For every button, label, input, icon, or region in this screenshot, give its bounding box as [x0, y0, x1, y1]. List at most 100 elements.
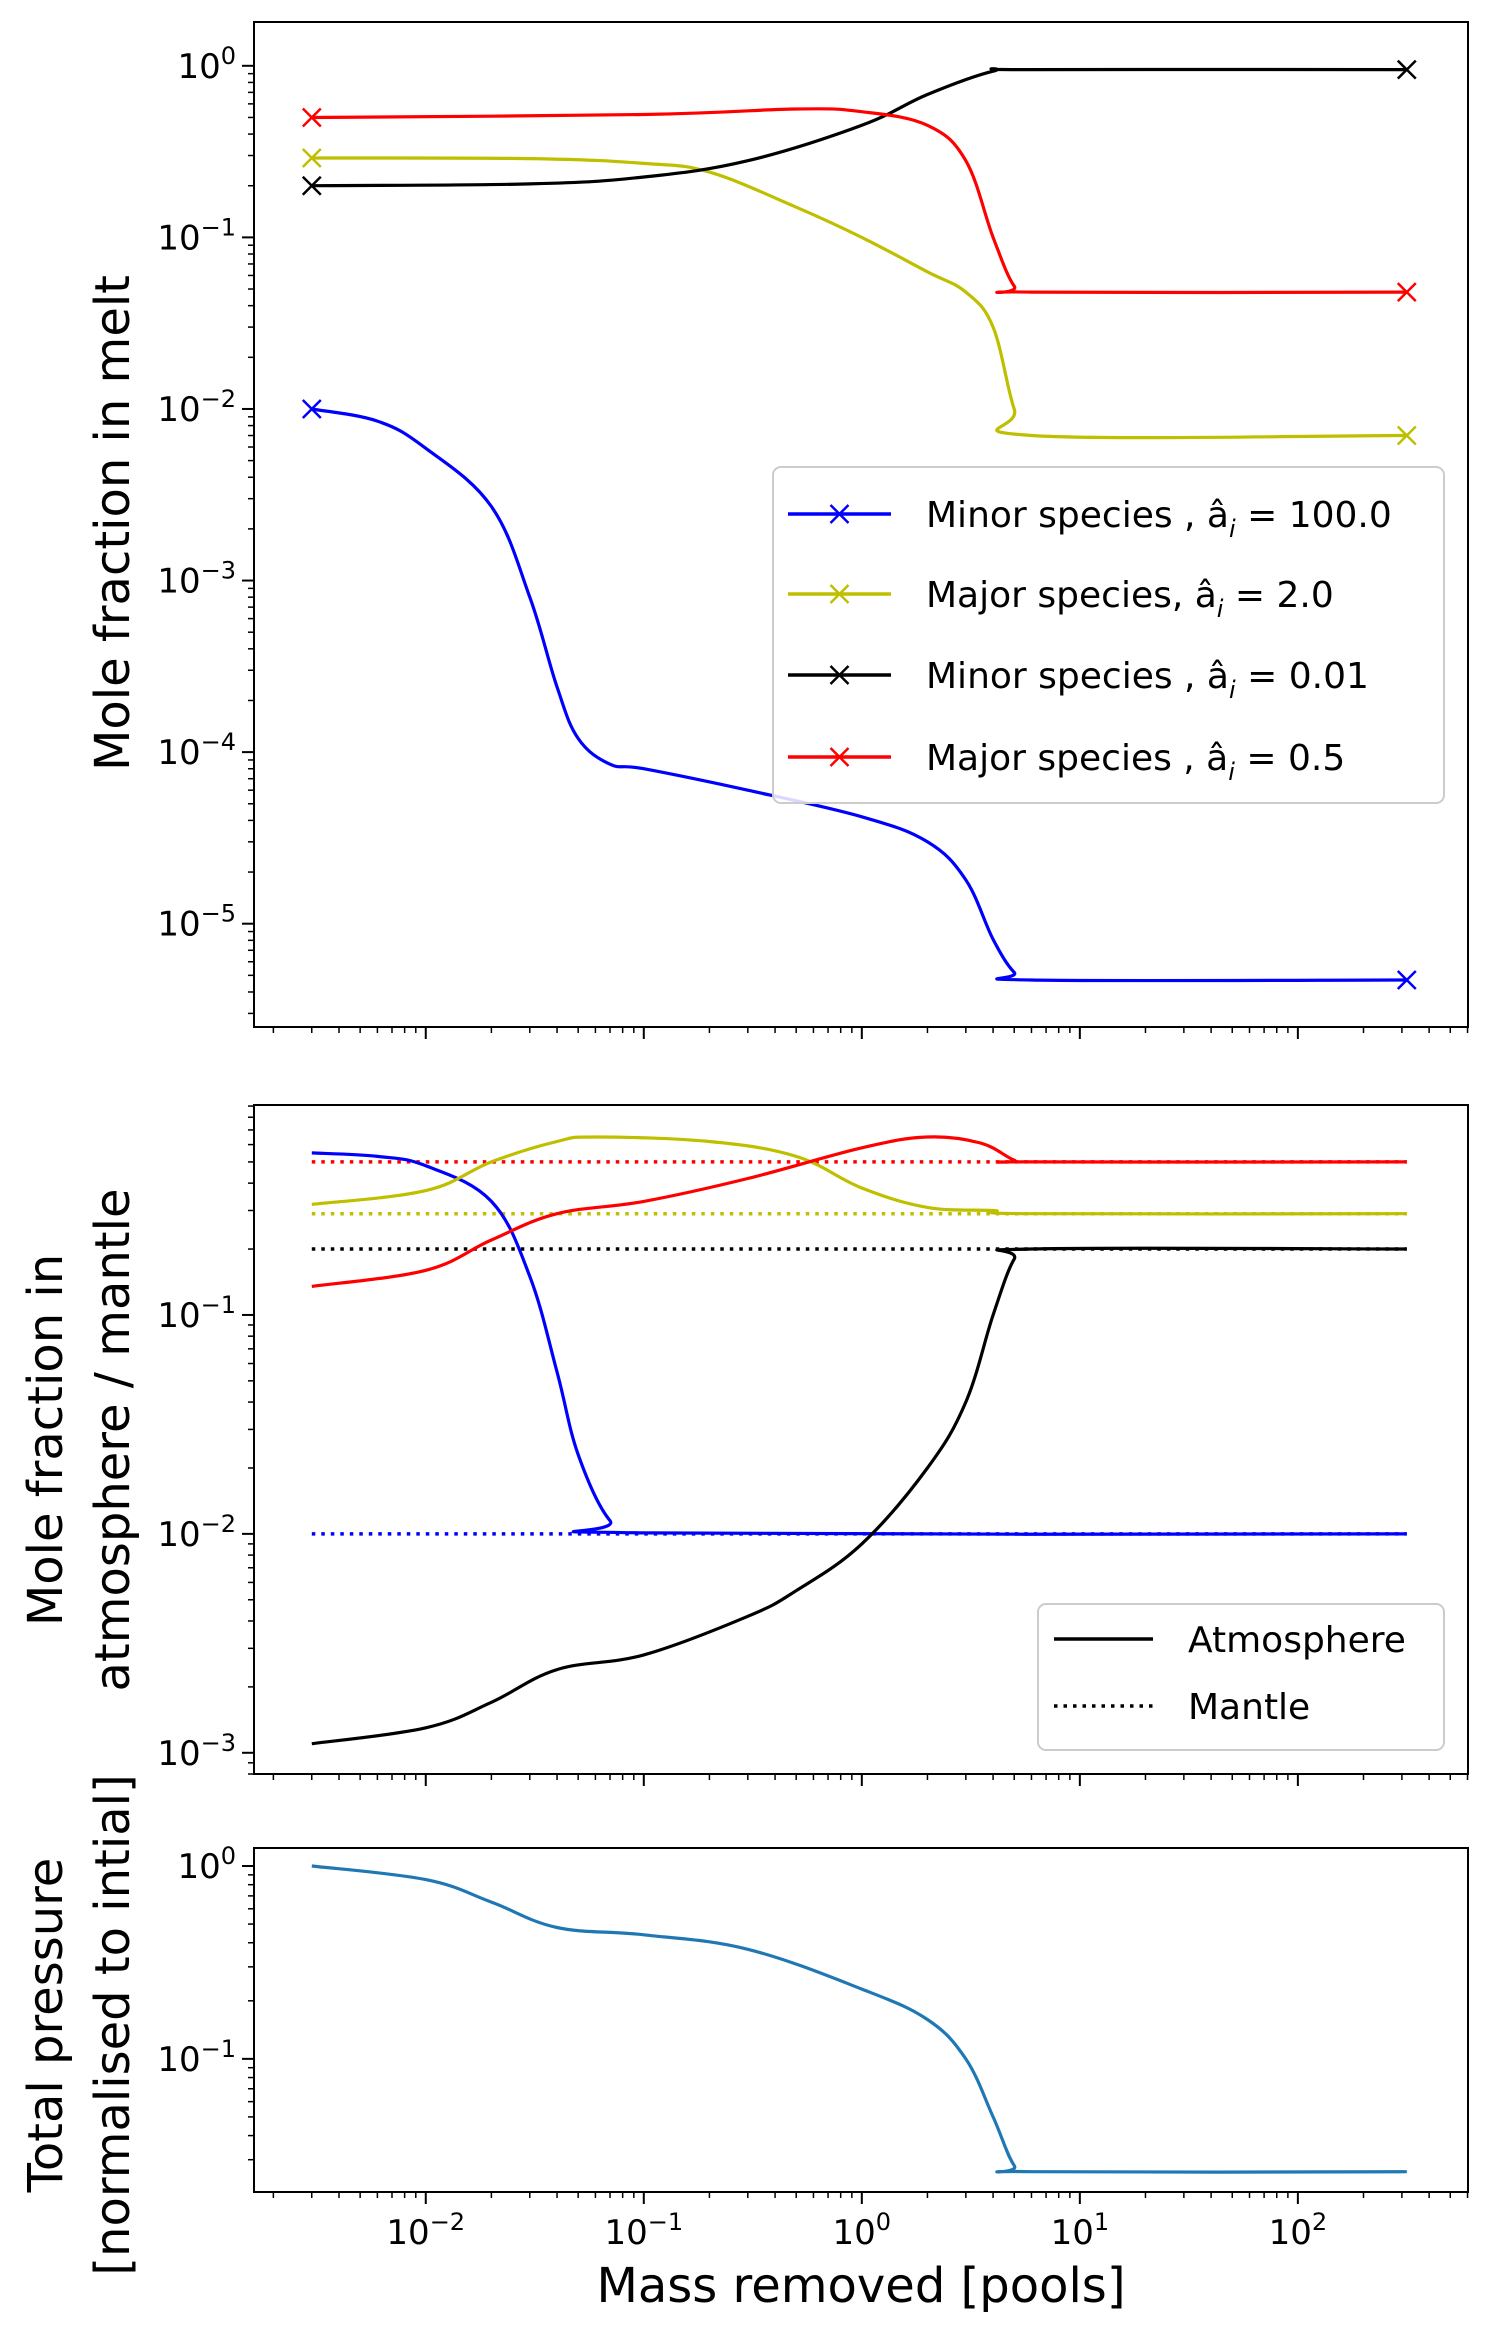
y-tick-label: 10−1 [157, 1291, 236, 1336]
y-tick-label: 10−4 [157, 728, 236, 773]
y-tick-label: 100 [177, 1842, 236, 1887]
y-tick-base: 10 [157, 1515, 200, 1555]
legend-label: Mantle [1188, 1687, 1310, 1728]
series-group [301, 59, 1417, 990]
y-tick-base: 10 [157, 1734, 200, 1774]
legend-label-subscript: i [1228, 758, 1235, 786]
x-tick-exponent: −1 [648, 2208, 683, 2236]
x-tick-label: 102 [1269, 2208, 1328, 2253]
y-tick-base: 10 [157, 390, 200, 430]
y-tick-label: 10−3 [157, 1729, 236, 1774]
legend-entry: Atmosphere [1054, 1620, 1406, 1661]
y-tick-label: 10−2 [157, 385, 236, 430]
y-tick-exponent: −1 [201, 2035, 236, 2063]
series-group [311, 1864, 1407, 2174]
y-tick-base: 10 [177, 47, 220, 87]
legend-marker [829, 504, 850, 524]
y-tick-exponent: 0 [221, 1842, 236, 1870]
x-tick-base: 10 [604, 2213, 647, 2253]
x-tick-label: 100 [833, 2208, 892, 2253]
y-tick-exponent: −2 [201, 1510, 236, 1538]
data-point-marker-0-0 [301, 399, 322, 419]
series-line-2 [311, 67, 1407, 188]
series-line-0 [311, 407, 1407, 983]
legend-label-text: Major species, â [926, 575, 1217, 616]
y-tick-label: 10−3 [157, 557, 236, 602]
y-tick-exponent: −5 [201, 900, 236, 928]
series-line-4 [311, 1151, 1407, 1536]
legend-entry: Minor species , âi = 100.0 [788, 495, 1392, 543]
x-axis-label: Mass removed [pools] [596, 2258, 1125, 2314]
legend-label-value: = 100.0 [1236, 495, 1392, 536]
series-group [311, 1135, 1407, 1746]
x-tick-exponent: −2 [430, 2208, 465, 2236]
y-tick-label: 10−1 [157, 213, 236, 258]
legend-label: Atmosphere [1188, 1620, 1406, 1661]
y-tick-label: 10−2 [157, 1510, 236, 1555]
y-tick-label: 10−1 [157, 2035, 236, 2080]
legend: Atmosphere Mantle [1037, 1603, 1445, 1751]
x-tick-base: 10 [1269, 2213, 1312, 2253]
series-line-6 [311, 1135, 1407, 1288]
data-point-marker-2-1 [1396, 59, 1417, 80]
data-point-marker-3-0 [301, 107, 322, 128]
y-tick-exponent: −3 [201, 1729, 236, 1757]
legend-label-value: = 0.5 [1235, 738, 1345, 779]
y-axis-label: Total pressure [18, 1858, 74, 2194]
y-axis-label: atmosphere / mantle [85, 1189, 141, 1692]
legend-label-subscript: i [1217, 595, 1224, 623]
series-line-5 [311, 1135, 1407, 1216]
legend-label: Minor species , âi = 100.0 [926, 495, 1392, 543]
y-axis-label: Mole fraction in melt [85, 275, 141, 771]
legend-label: Major species, âi = 2.0 [926, 575, 1334, 623]
y-tick-exponent: −4 [201, 728, 236, 756]
legend-label-text: Minor species , â [926, 656, 1229, 697]
legend-label-text: Atmosphere [1188, 1620, 1406, 1661]
y-tick-exponent: −1 [201, 1291, 236, 1319]
legend-label-value: = 0.01 [1236, 656, 1369, 697]
legend-label-subscript: i [1229, 515, 1236, 543]
y-tick-exponent: 0 [221, 42, 236, 70]
y-tick-base: 10 [157, 562, 200, 602]
x-tick-base: 10 [833, 2213, 876, 2253]
x-tick-base: 10 [1051, 2213, 1094, 2253]
legend-label-subscript: i [1229, 676, 1236, 704]
y-tick-base: 10 [157, 218, 200, 258]
y-tick-exponent: −2 [201, 385, 236, 413]
legend-entry: Minor species , âi = 0.01 [788, 656, 1369, 704]
series-line-1 [311, 156, 1407, 440]
legend-marker [829, 665, 850, 685]
series-line-3 [311, 107, 1407, 295]
x-tick-label: 10−2 [386, 2208, 465, 2253]
y-tick-base: 10 [157, 2040, 200, 2080]
data-point-marker-3-1 [1396, 282, 1417, 302]
x-tick-base: 10 [386, 2213, 429, 2253]
x-tick-exponent: 1 [1094, 2208, 1109, 2236]
data-point-marker-1-0 [301, 148, 322, 168]
legend-label: Major species , âi = 0.5 [926, 738, 1345, 786]
y-tick-label: 10−5 [157, 900, 236, 945]
axes-frame [253, 1847, 1469, 2193]
legend-entry: Major species, âi = 2.0 [788, 575, 1334, 623]
series-line-7 [311, 1246, 1407, 1746]
y-axis-label: [normalised to intial] [85, 1774, 141, 2275]
legend-entry: Major species , âi = 0.5 [788, 738, 1345, 786]
x-tick-label: 101 [1051, 2208, 1110, 2253]
legend-entry: Mantle [1054, 1687, 1310, 1728]
y-axis-label: Mole fraction in [18, 1254, 74, 1626]
legend-label-text: Major species , â [926, 738, 1228, 779]
x-tick-label: 10−1 [604, 2208, 683, 2253]
legend-label-value: = 2.0 [1223, 575, 1333, 616]
legend-label-text: Mantle [1188, 1687, 1310, 1728]
legend-marker [829, 584, 850, 604]
series-line-0 [311, 1864, 1407, 2174]
data-point-marker-2-0 [301, 175, 322, 196]
legend-label-text: Minor species , â [926, 495, 1229, 536]
y-tick-exponent: −3 [201, 557, 236, 585]
x-tick-exponent: 0 [876, 2208, 891, 2236]
legend-marker [829, 747, 850, 767]
